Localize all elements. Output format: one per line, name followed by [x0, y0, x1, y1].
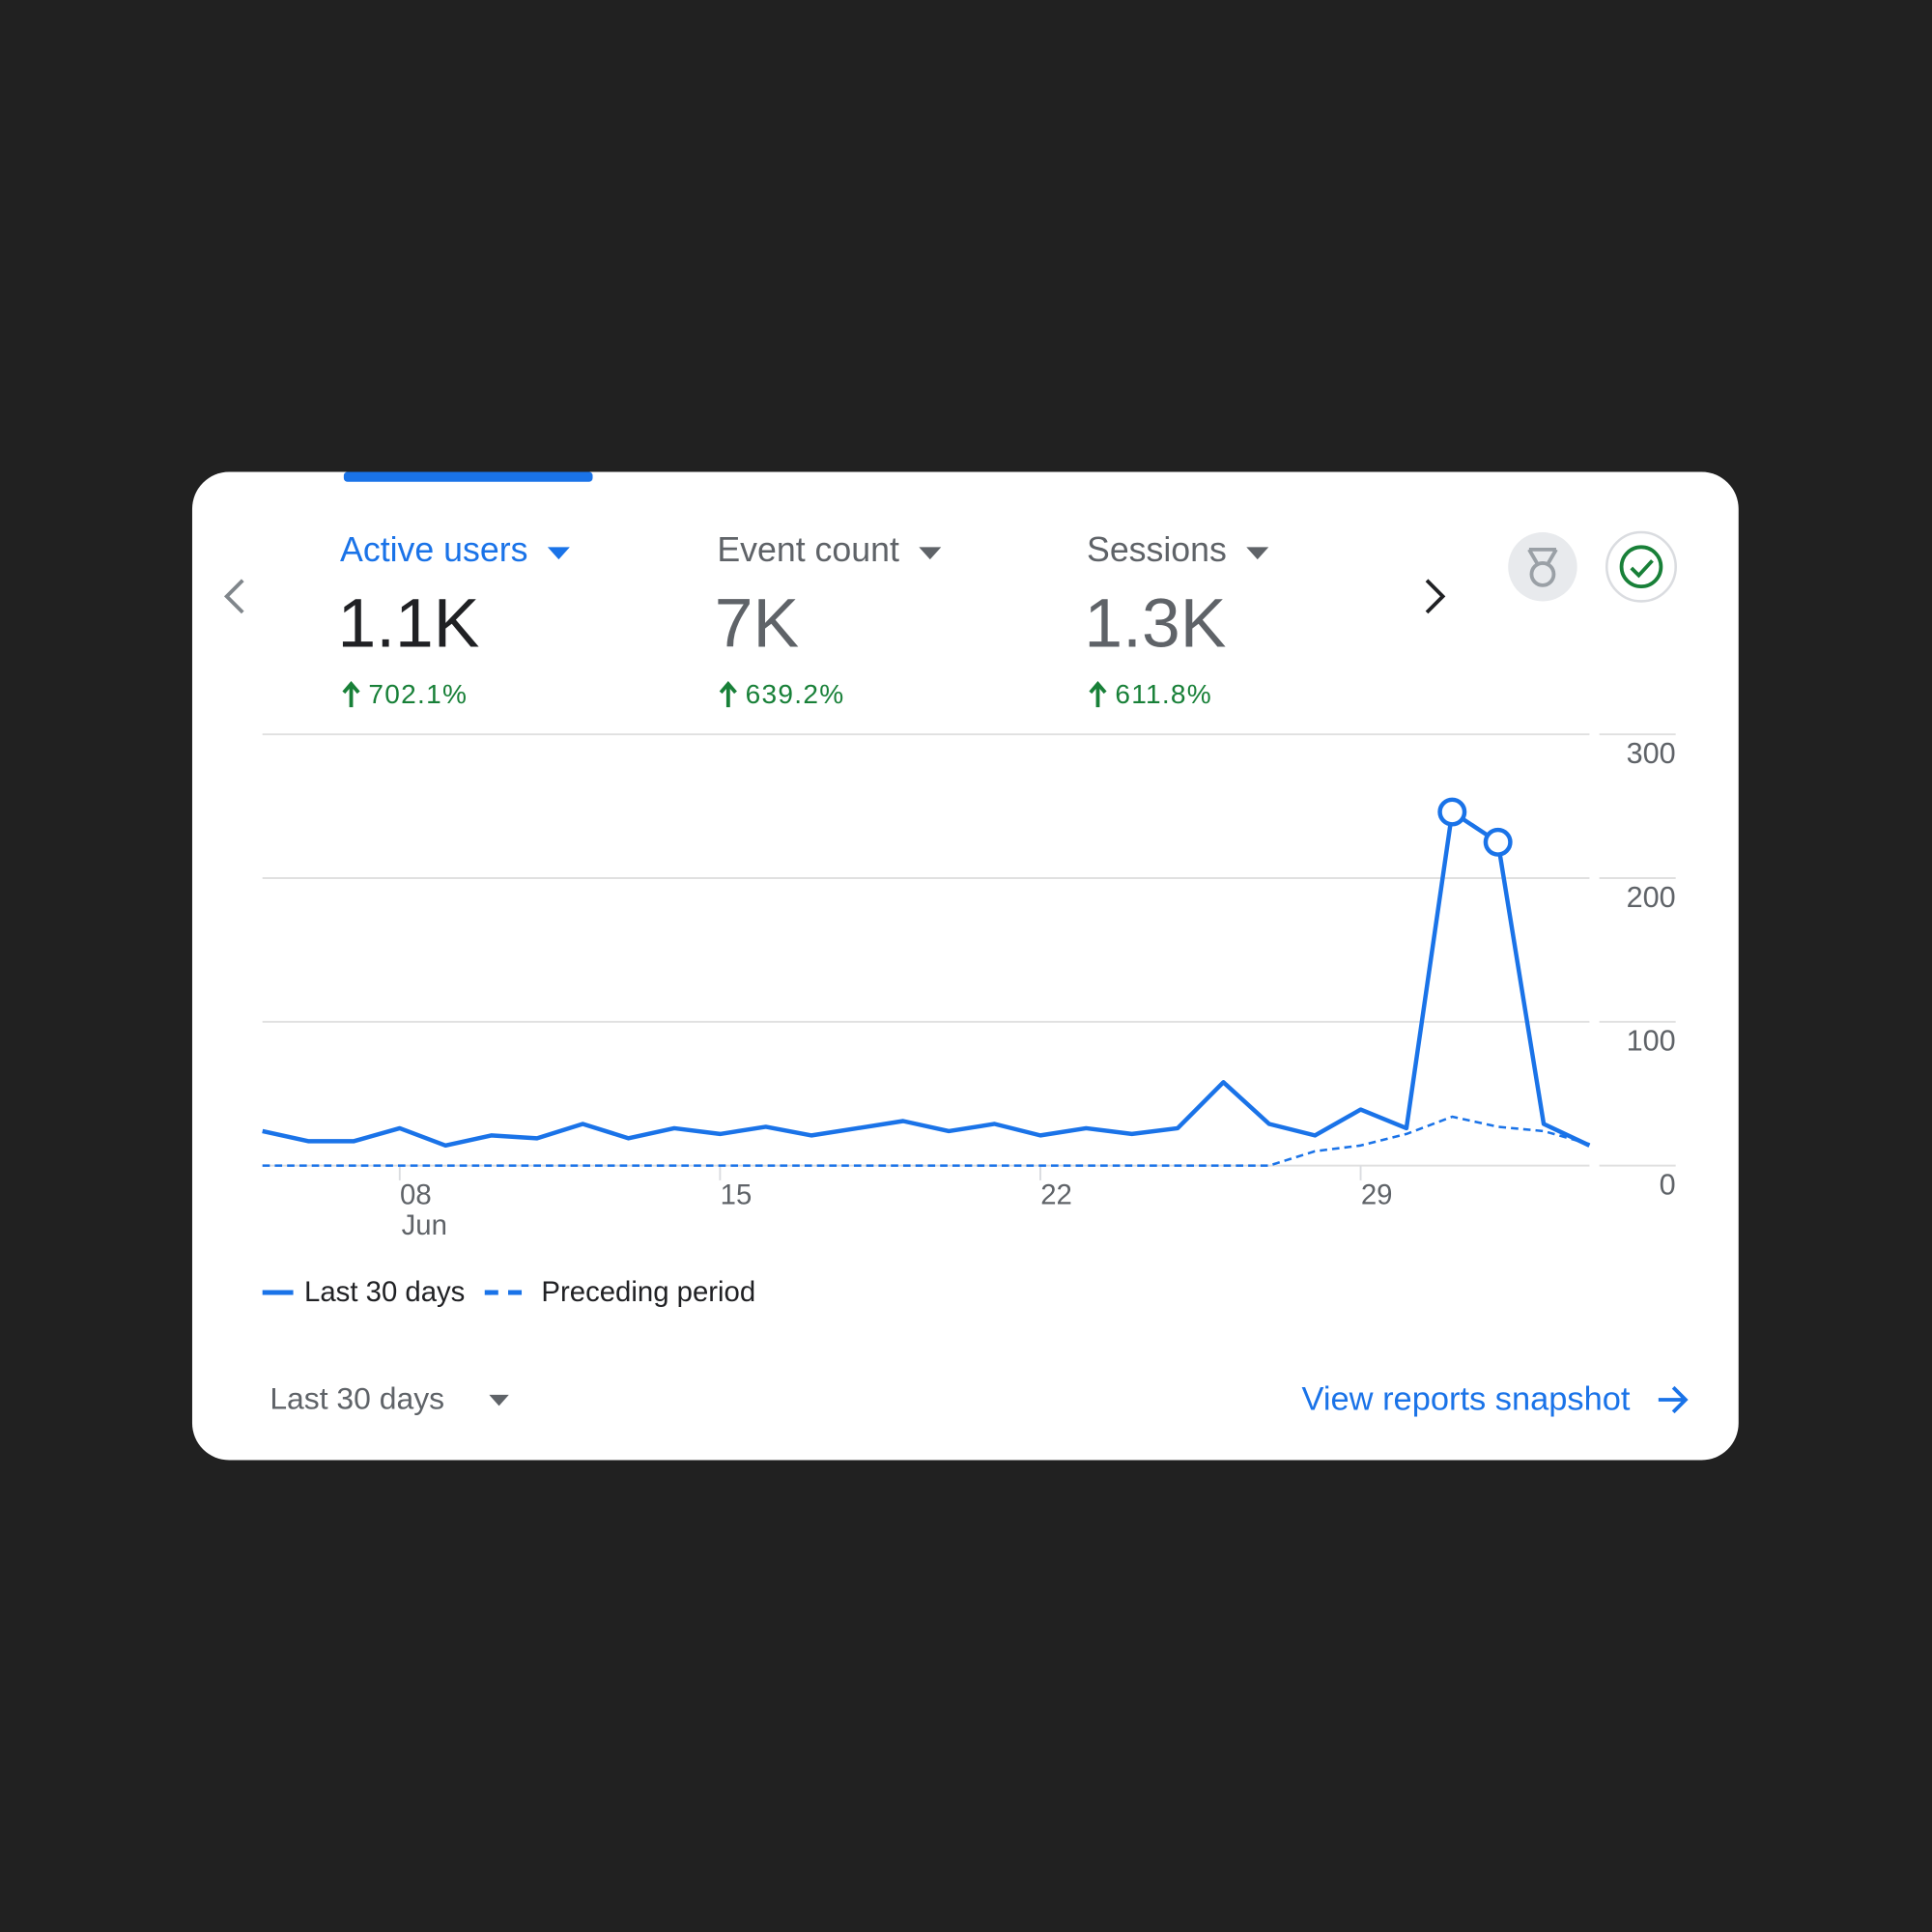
x-tick-label: 22	[1040, 1179, 1072, 1210]
y-tick-label: 200	[1627, 881, 1676, 914]
y-tick-label: 100	[1627, 1025, 1676, 1058]
x-tick-label: 29	[1361, 1179, 1393, 1210]
legend-label: Preceding period	[541, 1276, 755, 1308]
date-range-caret	[489, 1394, 509, 1406]
check-icon	[1630, 559, 1654, 579]
x-tick-label: 15	[721, 1179, 753, 1210]
check-ring	[1619, 545, 1663, 589]
x-tick-label: 08	[400, 1179, 432, 1210]
next-button[interactable]	[1425, 579, 1446, 614]
y-tick-label: 0	[1660, 1168, 1676, 1201]
check-bg	[1605, 530, 1677, 603]
metric-value: 1.1K	[337, 584, 479, 662]
metric-value: 7K	[715, 584, 799, 662]
metric-arrow	[719, 680, 737, 708]
point-marker	[1483, 827, 1513, 857]
metric-change: 639.2%	[746, 679, 845, 709]
reports-link[interactable]: View reports snapshot	[1302, 1380, 1631, 1417]
prev-button[interactable]	[223, 579, 244, 614]
metric-label: Event count	[717, 530, 899, 569]
point-marker	[1437, 797, 1467, 827]
metric-arrow	[1089, 680, 1107, 708]
legend-label: Last 30 days	[304, 1276, 465, 1308]
metric-caret	[1246, 547, 1269, 560]
badge-ribbon	[1527, 547, 1558, 566]
badge-bg	[1508, 532, 1577, 602]
card	[191, 471, 1739, 1461]
check-button[interactable]	[1605, 530, 1677, 603]
metric-caret	[547, 547, 570, 560]
link-arrow	[1658, 1385, 1689, 1414]
metric-change: 611.8%	[1115, 679, 1212, 709]
metric-value: 1.3K	[1084, 584, 1226, 662]
series-line	[262, 810, 1591, 1149]
x-month-label: Jun	[402, 1209, 447, 1241]
metric-label: Active users	[340, 530, 527, 569]
metric-label: Sessions	[1087, 530, 1227, 569]
metric-change: 702.1%	[368, 679, 468, 709]
badge-button[interactable]	[1508, 532, 1577, 602]
metric-arrow	[342, 680, 360, 708]
badge-icon	[1529, 560, 1556, 587]
tab-indicator	[343, 471, 593, 482]
y-tick-label: 300	[1627, 737, 1676, 770]
metric-caret	[919, 547, 942, 560]
date-range[interactable]: Last 30 days	[270, 1381, 444, 1416]
